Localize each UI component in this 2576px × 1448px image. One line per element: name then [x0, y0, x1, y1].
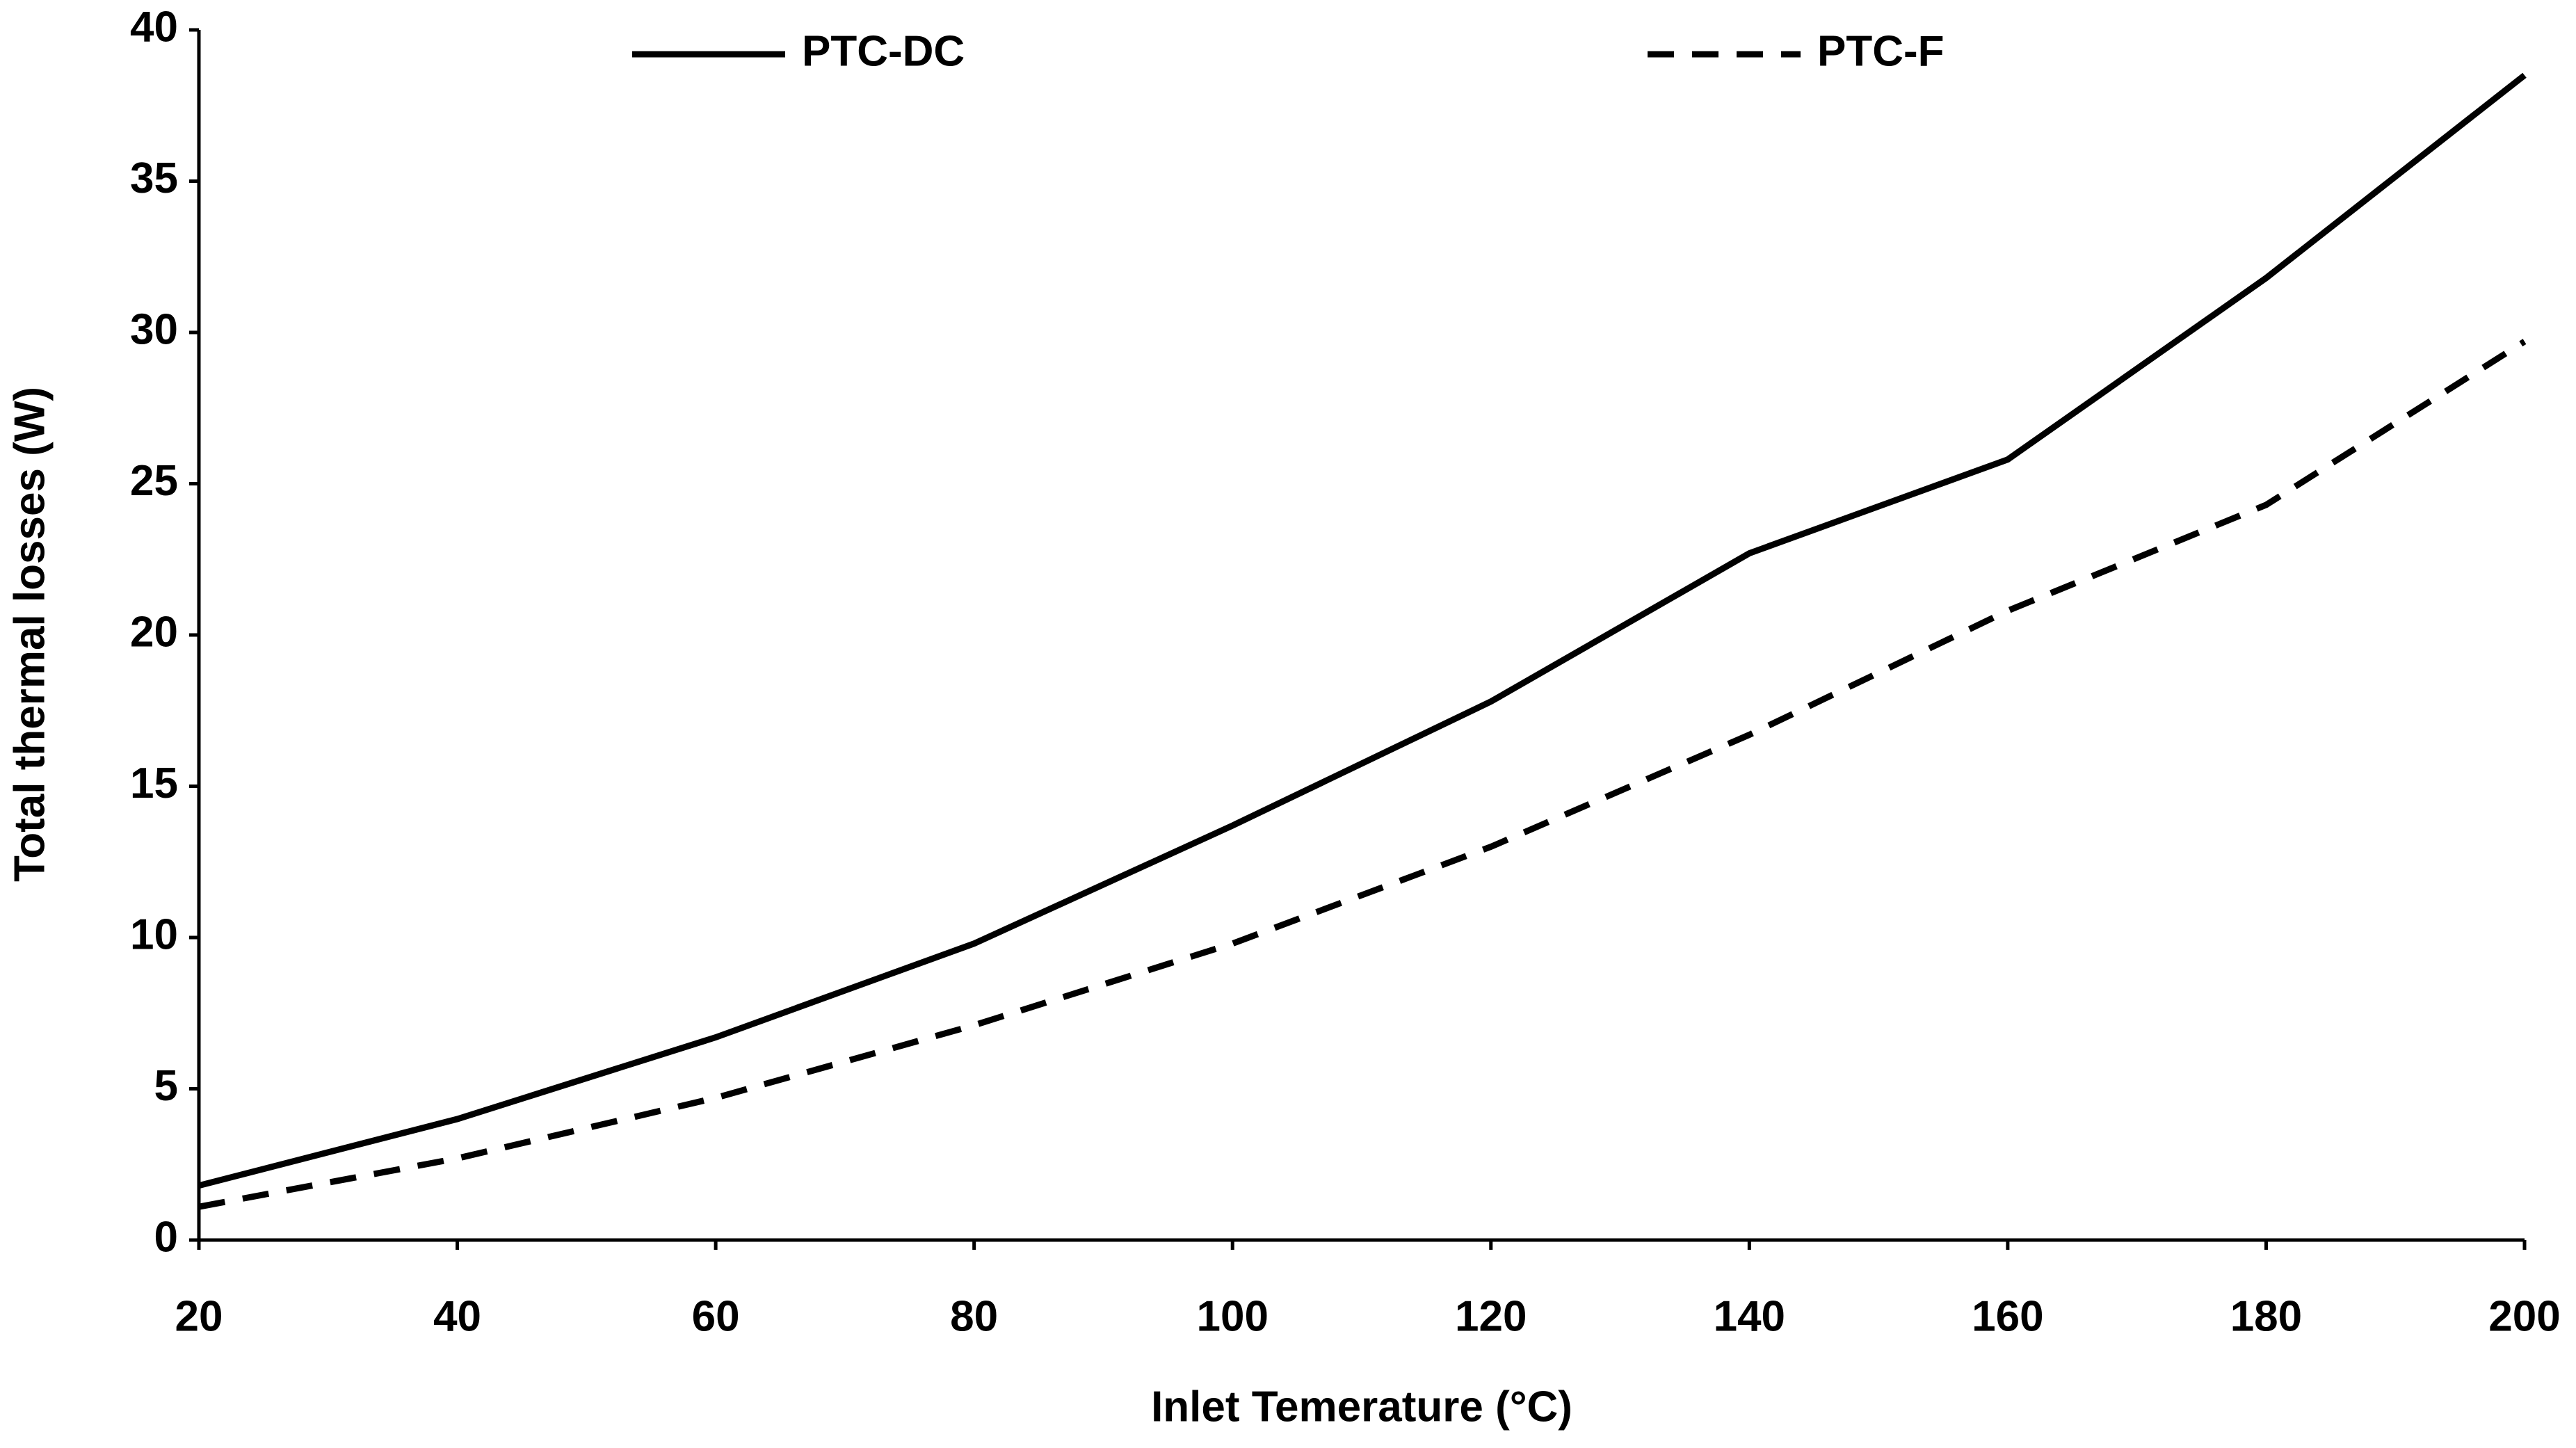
y-axis-label: Total thermal losses (W)	[6, 387, 54, 882]
x-tick-label: 80	[950, 1292, 998, 1340]
x-tick-label: 200	[2488, 1292, 2560, 1340]
y-tick-label: 25	[130, 457, 178, 505]
x-tick-label: 40	[433, 1292, 481, 1340]
x-tick-label: 180	[2230, 1292, 2302, 1340]
y-tick-label: 0	[154, 1213, 178, 1261]
x-tick-label: 60	[692, 1292, 740, 1340]
x-tick-label: 140	[1714, 1292, 1785, 1340]
x-tick-label: 160	[1972, 1292, 2043, 1340]
x-tick-label: 120	[1455, 1292, 1527, 1340]
y-tick-label: 40	[130, 3, 178, 51]
x-axis-label: Inlet Temerature (°C)	[1151, 1383, 1572, 1431]
x-tick-label: 20	[175, 1292, 223, 1340]
y-tick-label: 15	[130, 759, 178, 807]
series-line	[198, 339, 2527, 1210]
legend-label: PTC-DC	[802, 27, 965, 75]
y-tick-label: 20	[130, 608, 178, 656]
legend-label: PTC-F	[1817, 27, 1945, 75]
x-tick-label: 100	[1196, 1292, 1268, 1340]
series-line	[198, 72, 2527, 1189]
y-tick-label: 35	[130, 154, 178, 202]
y-tick-label: 5	[154, 1062, 178, 1110]
y-tick-label: 10	[130, 910, 178, 958]
y-tick-label: 30	[130, 305, 178, 353]
